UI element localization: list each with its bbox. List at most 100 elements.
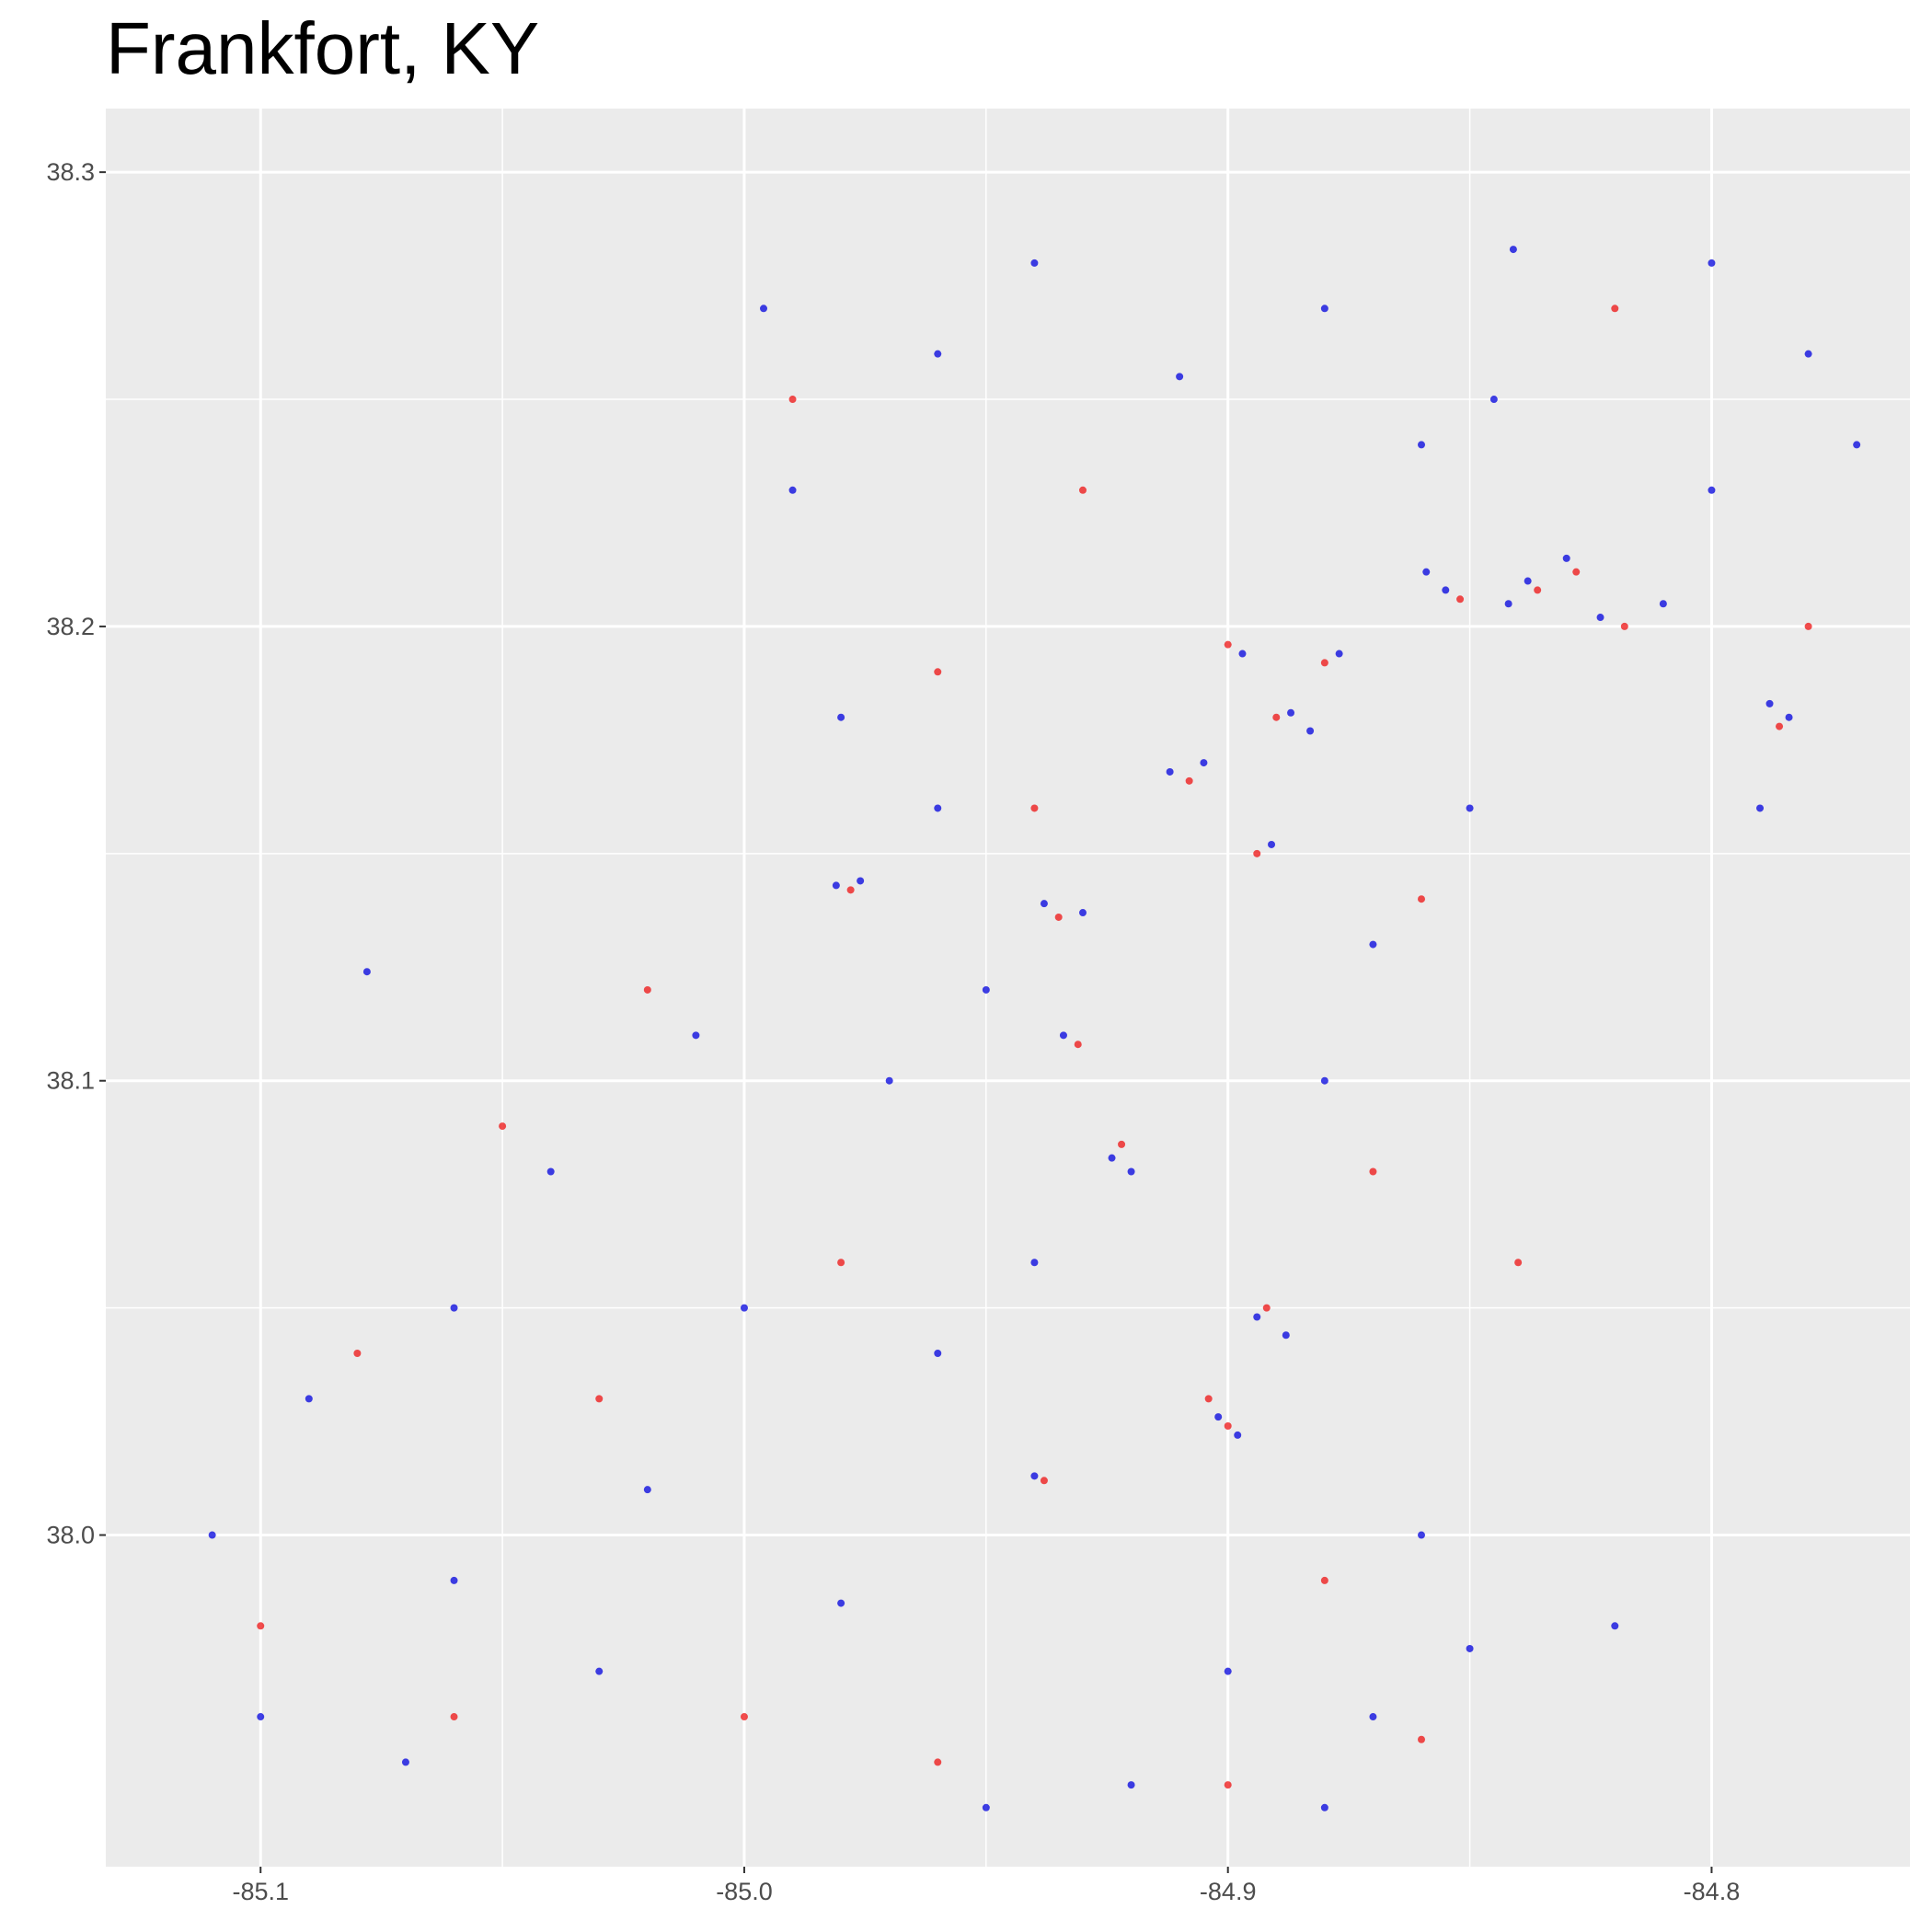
- point: [353, 1350, 362, 1358]
- point: [1708, 486, 1716, 494]
- y-tick-label: 38.3: [46, 158, 95, 186]
- axes: -85.1 -85.0 -84.9 -84.8 38.0 38.1 38.2 38.3: [46, 158, 1740, 1905]
- point: [1611, 305, 1619, 313]
- point: [1268, 840, 1276, 848]
- x-tick-label: -84.9: [1200, 1878, 1257, 1905]
- x-tick-label: -84.8: [1684, 1878, 1741, 1905]
- point: [1238, 650, 1247, 658]
- point: [1127, 1167, 1135, 1176]
- chart-title: Frankfort, KY: [106, 7, 539, 89]
- point: [1524, 577, 1532, 585]
- point: [1234, 1431, 1242, 1439]
- point: [846, 886, 855, 894]
- point: [1176, 373, 1184, 381]
- point: [1369, 940, 1377, 949]
- point: [1611, 1622, 1619, 1630]
- point: [1030, 1472, 1039, 1480]
- point: [595, 1395, 604, 1403]
- panel: [106, 109, 1910, 1867]
- point: [885, 1076, 893, 1085]
- point: [1030, 1259, 1039, 1267]
- point: [1369, 1713, 1377, 1721]
- point: [1118, 1140, 1126, 1148]
- point: [1204, 1395, 1213, 1403]
- point: [1853, 441, 1861, 449]
- point: [982, 985, 990, 994]
- point: [401, 1758, 409, 1766]
- point: [1054, 913, 1063, 921]
- point: [1262, 1304, 1271, 1312]
- point: [208, 1531, 216, 1539]
- points: [208, 246, 1861, 1811]
- point: [760, 305, 768, 313]
- point: [1562, 554, 1570, 562]
- point: [1059, 1031, 1067, 1040]
- point: [1466, 1644, 1474, 1652]
- point: [832, 881, 840, 890]
- point: [1306, 727, 1315, 735]
- point: [362, 968, 371, 976]
- y-tick-label: 38.1: [46, 1067, 95, 1095]
- point: [1514, 1259, 1523, 1267]
- point: [643, 1486, 651, 1494]
- point: [1287, 708, 1295, 717]
- point: [1620, 622, 1628, 630]
- point: [1596, 614, 1604, 622]
- point: [1224, 640, 1232, 649]
- point: [1422, 568, 1431, 576]
- point: [1074, 1041, 1082, 1049]
- point: [1456, 595, 1465, 604]
- point: [1804, 622, 1812, 630]
- point: [305, 1395, 313, 1403]
- point: [1335, 650, 1343, 658]
- point: [837, 1259, 845, 1267]
- point: [1659, 600, 1667, 608]
- point: [1282, 1331, 1290, 1340]
- x-tick-label: -85.1: [232, 1878, 289, 1905]
- point: [643, 985, 651, 994]
- point: [1804, 350, 1812, 358]
- point: [1253, 849, 1261, 857]
- point: [450, 1304, 458, 1312]
- point: [1785, 713, 1793, 721]
- point: [1078, 486, 1087, 494]
- point: [740, 1713, 748, 1721]
- point: [1418, 441, 1426, 449]
- point: [1534, 586, 1542, 594]
- point: [934, 350, 942, 358]
- point: [546, 1167, 555, 1176]
- point: [1200, 759, 1208, 767]
- point: [1030, 804, 1039, 812]
- point: [692, 1031, 700, 1040]
- point: [1078, 909, 1087, 917]
- point: [450, 1713, 458, 1721]
- point: [982, 1803, 990, 1811]
- point: [934, 1350, 942, 1358]
- point: [1253, 1313, 1261, 1321]
- point: [1320, 659, 1328, 667]
- point: [1442, 586, 1450, 594]
- point: [1127, 1781, 1135, 1789]
- grid: [106, 109, 1910, 1867]
- point: [1320, 1803, 1328, 1811]
- point: [1320, 1576, 1328, 1584]
- point: [257, 1713, 265, 1721]
- point: [1466, 804, 1474, 812]
- point: [257, 1622, 265, 1630]
- point: [1272, 713, 1281, 721]
- y-tick-label: 38.0: [46, 1522, 95, 1549]
- point: [1224, 1781, 1232, 1789]
- point: [1776, 722, 1784, 730]
- y-tick-label: 38.2: [46, 613, 95, 640]
- point: [1418, 1735, 1426, 1743]
- point: [934, 1758, 942, 1766]
- point: [837, 713, 845, 721]
- point: [1756, 804, 1765, 812]
- point: [1040, 1477, 1048, 1485]
- point: [1030, 259, 1039, 267]
- point: [934, 668, 942, 676]
- point: [1765, 699, 1774, 707]
- point: [1040, 900, 1048, 908]
